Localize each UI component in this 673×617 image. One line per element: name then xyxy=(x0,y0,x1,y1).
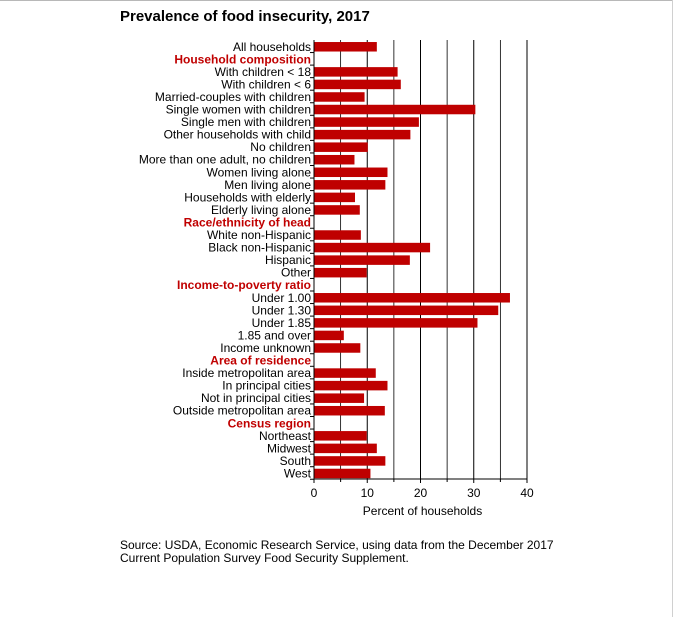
category-label: Single men with children xyxy=(181,115,311,129)
x-tick-label: 20 xyxy=(414,486,428,500)
bar xyxy=(314,42,377,52)
category-label: Northeast xyxy=(259,429,312,443)
category-label: Women living alone xyxy=(206,165,311,179)
category-label: White non-Hispanic xyxy=(207,228,311,242)
category-label: No children xyxy=(250,140,311,154)
x-axis-label: Percent of households xyxy=(363,504,482,518)
category-label: Under 1.30 xyxy=(252,303,312,317)
category-label: Elderly living alone xyxy=(211,203,311,217)
category-label: Other xyxy=(281,266,311,280)
bar xyxy=(314,117,419,127)
bar xyxy=(314,267,367,278)
category-label: Hispanic xyxy=(265,253,311,267)
category-label: South xyxy=(280,454,311,468)
source-line-2: Current Population Survey Food Security … xyxy=(120,551,409,565)
category-label: Under 1.85 xyxy=(252,316,312,330)
bar xyxy=(314,380,388,391)
bar xyxy=(314,431,367,441)
bar xyxy=(314,79,401,90)
source-line-1: Source: USDA, Economic Research Service,… xyxy=(120,538,554,552)
category-header: Census region xyxy=(228,416,311,430)
category-label: In principal cities xyxy=(222,379,311,393)
bar xyxy=(314,167,388,178)
category-label: 1.85 and over xyxy=(238,328,311,342)
category-label: Outside metropolitan area xyxy=(173,404,311,418)
bar xyxy=(314,67,398,77)
category-label: All households xyxy=(233,40,311,54)
x-tick-label: 40 xyxy=(520,486,534,500)
x-tick-label: 10 xyxy=(361,486,375,500)
bar xyxy=(314,192,356,203)
bar xyxy=(314,330,344,341)
category-label: Under 1.00 xyxy=(252,291,312,305)
bar xyxy=(314,129,411,140)
bar xyxy=(314,104,476,115)
bar xyxy=(314,180,386,190)
bar xyxy=(314,154,355,165)
category-label: Households with elderly xyxy=(184,190,311,204)
x-tick-label: 30 xyxy=(467,486,481,500)
bar xyxy=(314,468,371,479)
bar xyxy=(314,318,478,328)
bar xyxy=(314,92,365,102)
category-label: Men living alone xyxy=(224,178,311,192)
bar xyxy=(314,205,360,215)
bar xyxy=(314,242,431,253)
chart-title: Prevalence of food insecurity, 2017 xyxy=(120,8,370,25)
category-label: With children < 18 xyxy=(215,65,312,79)
bar xyxy=(314,230,361,240)
top-border xyxy=(0,0,673,1)
category-label: More than one adult, no children xyxy=(139,153,311,167)
category-label: Black non-Hispanic xyxy=(208,241,311,255)
category-label: Not in principal cities xyxy=(201,391,311,405)
category-label: West xyxy=(284,466,312,480)
bar xyxy=(314,255,410,265)
bar xyxy=(314,443,377,454)
category-label: Midwest xyxy=(267,441,312,455)
category-label: Single women with children xyxy=(166,103,311,117)
category-label: Other households with child xyxy=(164,128,311,142)
category-label: With children < 6 xyxy=(221,77,311,91)
category-label: Income unknown xyxy=(220,341,311,355)
category-header: Area of residence xyxy=(210,354,311,368)
x-tick-label: 0 xyxy=(311,486,318,500)
category-label: Married-couples with children xyxy=(155,90,311,104)
bar xyxy=(314,293,510,303)
category-header: Income-to-poverty ratio xyxy=(177,278,311,292)
bar xyxy=(314,405,385,416)
source-note: Source: USDA, Economic Research Service,… xyxy=(120,539,554,565)
bar xyxy=(314,142,368,152)
category-header: Household composition xyxy=(174,52,311,66)
bar xyxy=(314,343,361,353)
category-header: Race/ethnicity of head xyxy=(184,215,311,229)
bar xyxy=(314,368,376,378)
category-label: Inside metropolitan area xyxy=(182,366,311,380)
bar xyxy=(314,305,499,316)
bar xyxy=(314,393,365,403)
bar xyxy=(314,456,386,466)
